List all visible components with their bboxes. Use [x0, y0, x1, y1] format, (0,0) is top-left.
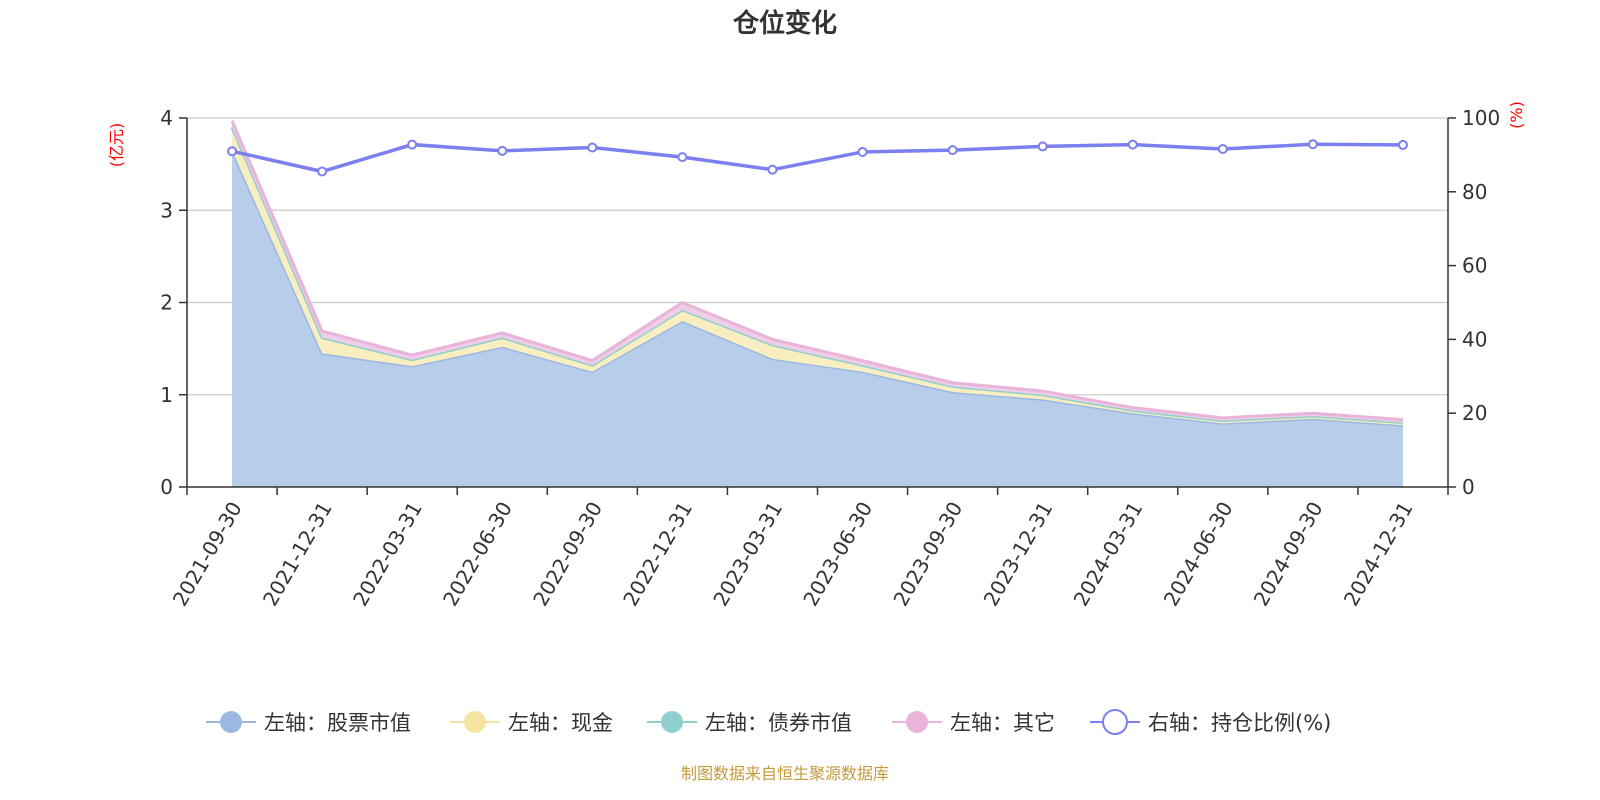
x-axis-label: 2022-06-30	[438, 498, 517, 611]
right-axis-tick-label: 40	[1462, 327, 1487, 351]
ratio-data-point	[497, 145, 508, 156]
ratio-data-point	[1307, 139, 1318, 150]
left-axis-tick-label: 1	[160, 383, 173, 407]
legend-item[interactable]: 左轴：现金	[450, 711, 613, 735]
chart-title: 仓位变化	[732, 8, 837, 39]
legend-label: 左轴：其它	[950, 711, 1055, 735]
legend-item[interactable]: 左轴：其它	[892, 711, 1055, 735]
ratio-data-point	[1037, 141, 1048, 152]
x-axis-label: 2024-06-30	[1159, 498, 1238, 611]
left-axis-tick-label: 0	[160, 475, 173, 499]
right-axis-tick-label: 60	[1462, 254, 1487, 278]
legend-label: 左轴：现金	[508, 711, 613, 735]
right-axis-tick-label: 20	[1462, 401, 1487, 425]
area-fill	[232, 150, 1403, 487]
legend-item[interactable]: 左轴：股票市值	[206, 711, 411, 735]
right-axis-tick-label: 80	[1462, 180, 1487, 204]
legend-label: 左轴：股票市值	[264, 711, 411, 735]
right-axis-tick-label: 100	[1462, 106, 1500, 130]
ratio-data-point	[677, 152, 688, 163]
ratio-data-point	[1217, 143, 1228, 154]
ratio-data-point	[767, 164, 778, 175]
x-axis-label: 2022-12-31	[618, 498, 697, 611]
x-axis-label: 2023-12-31	[978, 498, 1057, 611]
left-axis-tick-label: 4	[160, 106, 173, 130]
legend-item[interactable]: 右轴：持仓比例(%)	[1090, 709, 1331, 735]
ratio-data-point	[317, 166, 328, 177]
ratio-data-point	[407, 139, 418, 150]
ratio-data-point	[857, 146, 868, 157]
x-axis-label: 2022-03-31	[348, 498, 427, 611]
legend-circle-marker	[906, 711, 928, 733]
legend-item[interactable]: 左轴：债券市值	[647, 711, 852, 735]
legend-circle-marker	[661, 711, 683, 733]
left-axis-tick-label: 3	[160, 198, 173, 222]
left-axis-tick-label: 2	[160, 291, 173, 315]
x-axis-label: 2024-09-30	[1249, 498, 1328, 611]
legend-circle-marker	[464, 711, 486, 733]
ratio-data-point	[1127, 139, 1138, 150]
source-note: 制图数据来自恒生聚源数据库	[681, 764, 889, 783]
ratio-data-point	[947, 145, 958, 156]
area-edge-line	[230, 120, 1404, 422]
x-axis-label: 2021-12-31	[258, 498, 337, 611]
right-axis-unit: (%)	[1507, 101, 1526, 129]
x-axis-label: 2023-09-30	[888, 498, 967, 611]
x-axis-label: 2023-06-30	[798, 498, 877, 611]
ratio-line	[227, 139, 1408, 177]
ratio-series-line	[231, 142, 1403, 174]
ratio-data-point	[227, 146, 238, 157]
legend-circle-marker	[220, 711, 242, 733]
stacked-areas	[230, 120, 1404, 487]
ratio-data-point	[587, 142, 598, 153]
ratio-data-point	[1397, 139, 1408, 150]
area-fill	[232, 127, 1403, 426]
x-axis-label: 2021-09-30	[168, 498, 247, 611]
x-axis-label: 2022-09-30	[528, 498, 607, 611]
legend-label: 左轴：债券市值	[705, 711, 852, 735]
left-axis-unit: (亿元)	[107, 123, 126, 168]
right-axis-tick-label: 0	[1462, 475, 1475, 499]
x-axis-label: 2024-03-31	[1069, 498, 1148, 611]
legend-label: 右轴：持仓比例(%)	[1148, 711, 1331, 735]
legend-circle-marker	[1102, 709, 1128, 735]
x-axis-label: 2024-12-31	[1339, 498, 1418, 611]
x-axis-label: 2023-03-31	[708, 498, 787, 611]
legend: 左轴：股票市值 左轴：现金 左轴：债券市值 左轴：其它 右轴：持仓比例(%)	[206, 709, 1331, 735]
